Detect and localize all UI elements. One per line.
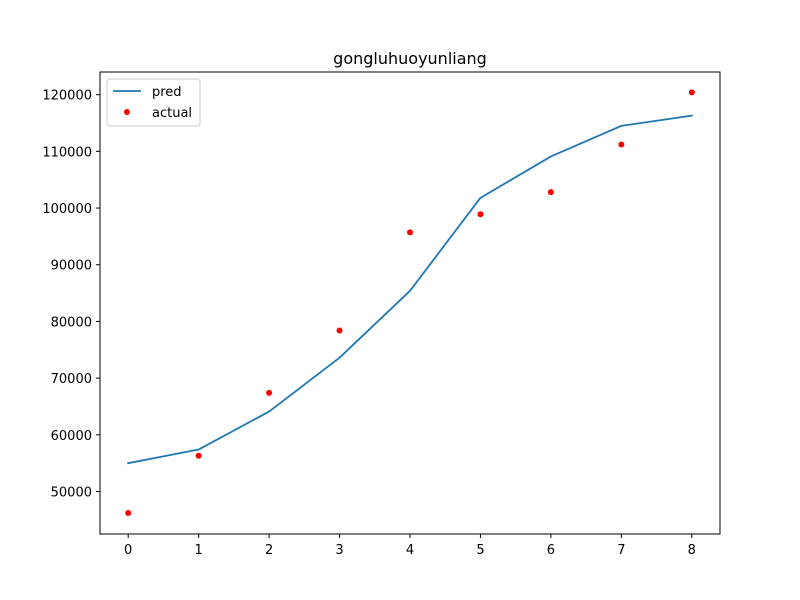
legend: pred actual [106, 78, 201, 127]
point-actual-0 [125, 510, 132, 517]
y-tick-label-2: 70000 [51, 372, 92, 387]
plot-area [125, 89, 695, 517]
y-tick-label-6: 110000 [42, 145, 92, 160]
point-actual-4 [407, 229, 413, 236]
series-line-pred [127, 114, 693, 465]
x-tick-label-3: 3 [335, 543, 343, 558]
point-actual-1 [195, 452, 202, 459]
point-actual-7 [618, 141, 625, 148]
axes: 0 1 2 3 4 5 6 7 8 50000 60000 70000 80000 90000 100000… [42, 71, 721, 558]
legend-swatch-actual [124, 109, 130, 115]
x-tick-label-7: 7 [617, 543, 625, 558]
y-tick-label-5: 100000 [42, 202, 92, 217]
x-tick-label-4: 4 [406, 543, 414, 558]
x-tick-label-1: 1 [194, 543, 202, 558]
point-actual-5 [477, 211, 484, 218]
x-tick-label-5: 5 [476, 543, 484, 558]
chart-title: gongluhuoyunliang [333, 49, 487, 68]
legend-label-actual: actual [152, 106, 192, 121]
x-tick-label-6: 6 [547, 543, 555, 558]
legend-label-pred: pred [152, 85, 182, 100]
y-tick-label-1: 60000 [51, 429, 92, 444]
point-actual-6 [547, 189, 554, 196]
y-tick-label-3: 80000 [51, 315, 92, 330]
plot-frame [99, 71, 721, 535]
point-actual-2 [266, 389, 273, 396]
point-actual-8 [688, 89, 695, 96]
x-tick-label-2: 2 [265, 543, 273, 558]
y-tick-label-4: 90000 [51, 259, 92, 274]
x-tick-label-0: 0 [124, 543, 132, 558]
x-tick-label-8: 8 [688, 543, 696, 558]
point-actual-3 [336, 327, 343, 334]
y-tick-label-0: 50000 [51, 485, 92, 500]
y-tick-label-7: 120000 [42, 89, 92, 104]
